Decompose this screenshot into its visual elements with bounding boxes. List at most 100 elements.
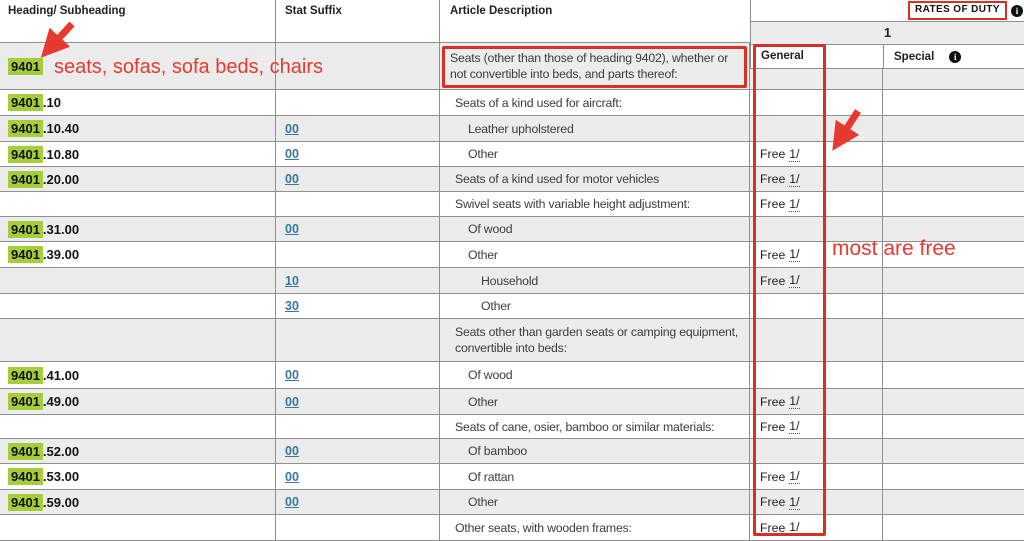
footnote-link[interactable]: 1/: [789, 469, 800, 484]
stat-suffix-link[interactable]: 00: [285, 469, 299, 484]
description-cell: Other: [440, 242, 750, 267]
description-text: Other: [468, 495, 498, 509]
special-rate-cell: [883, 362, 1024, 388]
description-text: Leather upholstered: [468, 121, 574, 136]
heading-highlight: 9401: [8, 94, 43, 111]
special-rate-cell: [883, 192, 1024, 216]
general-rate-cell: Free 1/: [750, 167, 883, 191]
general-rate-cell: Free 1/: [750, 515, 883, 540]
heading-cell: 9401.20.00: [0, 167, 276, 191]
special-rate-cell: [883, 90, 1024, 115]
general-rate-value: Free: [760, 247, 786, 262]
stat-suffix-link[interactable]: 00: [285, 444, 299, 458]
heading-cell: [0, 319, 276, 361]
heading-cell: 9401.39.00: [0, 242, 276, 267]
table-row: 9401.52.00 00 Of bamboo: [0, 439, 1024, 464]
general-rate-cell: Free 1/: [750, 389, 883, 414]
special-rate-cell: [883, 142, 1024, 166]
rates-of-duty-title: RATES OF DUTY: [907, 1, 1007, 20]
stat-suffix-link[interactable]: 10: [285, 273, 299, 288]
stat-suffix-cell: 00: [276, 167, 440, 191]
description-text: Other: [468, 147, 498, 161]
general-rate-cell: [750, 217, 883, 241]
table-row: Swivel seats with variable height adjust…: [0, 192, 1024, 217]
heading-number: .10.80: [42, 146, 80, 162]
description-text: Other: [468, 247, 498, 262]
description-text: Of bamboo: [468, 444, 528, 458]
stat-suffix-link[interactable]: 30: [285, 299, 299, 313]
special-rate-cell: [883, 439, 1024, 463]
heading-highlight: 9401: [8, 493, 43, 511]
description-text: Seats of cane, osier, bamboo or similar …: [455, 419, 715, 434]
heading-highlight: 9401: [8, 246, 43, 263]
special-rate-cell: [883, 294, 1024, 318]
description-text: Other: [481, 299, 511, 313]
table-row: 9401.41.00 00 Of wood: [0, 362, 1024, 389]
heading-highlight: 9401: [8, 220, 43, 238]
article-description-column-header: Article Description: [450, 5, 553, 17]
stat-suffix-link[interactable]: 00: [285, 147, 299, 161]
general-rate-cell: [750, 319, 883, 361]
description-text: Swivel seats with variable height adjust…: [455, 197, 691, 211]
heading-number: .52.00: [42, 443, 80, 459]
stat-suffix-cell: [276, 192, 440, 216]
heading-highlight: 9401: [8, 366, 43, 384]
stat-suffix-link[interactable]: 00: [285, 495, 299, 509]
info-icon[interactable]: [949, 50, 962, 63]
heading-highlight: 9401: [8, 170, 43, 188]
heading-cell: 9401.10.40: [0, 116, 276, 141]
heading-cell: [0, 515, 276, 540]
heading-cell: 9401.41.00: [0, 362, 276, 388]
footnote-link[interactable]: 1/: [789, 146, 800, 162]
footnote-link[interactable]: 1/: [789, 196, 800, 212]
special-rate-cell: [883, 217, 1024, 241]
description-text: Household: [481, 273, 538, 288]
footnote-link[interactable]: 1/: [789, 247, 800, 262]
general-rate-cell: [750, 294, 883, 318]
footnote-link[interactable]: 1/: [789, 419, 800, 434]
description-cell: Leather upholstered: [440, 116, 750, 141]
stat-suffix-link[interactable]: 00: [285, 222, 299, 236]
general-rate-value: Free: [760, 147, 786, 161]
stat-suffix-link[interactable]: 00: [285, 368, 299, 382]
heading-number: .20.00: [42, 171, 80, 187]
rates-of-duty-header: RATES OF DUTY 1 General Special: [750, 0, 1024, 69]
description-cell: Seats of a kind used for aircraft:: [440, 90, 750, 115]
general-rate-cell: Free 1/: [750, 268, 883, 293]
stat-suffix-cell: 30: [276, 294, 440, 318]
general-column-header: General: [751, 45, 884, 68]
general-rate-cell: [750, 362, 883, 388]
stat-suffix-link[interactable]: 00: [285, 394, 299, 409]
description-text: Other: [468, 394, 498, 409]
general-rate-value: Free: [760, 495, 786, 509]
stat-suffix-cell: 10: [276, 268, 440, 293]
general-rate-cell: [750, 439, 883, 463]
heading-number: .10.40: [42, 121, 80, 136]
stat-suffix-link[interactable]: 00: [285, 172, 299, 186]
description-cell: Other: [440, 490, 750, 514]
table-row: 9401.59.00 00 Other Free 1/: [0, 490, 1024, 515]
table-row: Seats of cane, osier, bamboo or similar …: [0, 415, 1024, 439]
general-rate-cell: Free 1/: [750, 490, 883, 514]
description-cell: Other: [440, 142, 750, 166]
footnote-link[interactable]: 1/: [789, 171, 800, 187]
heading-cell: [0, 192, 276, 216]
stat-suffix-link[interactable]: 00: [285, 121, 299, 136]
footnote-link[interactable]: 1/: [789, 394, 800, 409]
heading-number: .49.00: [42, 394, 80, 409]
footnote-link[interactable]: 1/: [789, 494, 800, 510]
general-special-header-row: General Special: [751, 45, 1024, 69]
description-text: Seats (other than those of heading 9402)…: [450, 51, 729, 81]
heading-number: .39.00: [42, 247, 80, 262]
info-icon[interactable]: [1011, 4, 1023, 17]
special-rate-cell: [883, 167, 1024, 191]
footnote-link[interactable]: 1/: [789, 273, 800, 288]
duty-column-number: 1: [751, 22, 1024, 45]
description-cell: Swivel seats with variable height adjust…: [440, 192, 750, 216]
footnote-link[interactable]: 1/: [789, 520, 800, 535]
description-cell: Other: [440, 389, 750, 414]
heading-highlight: 9401: [8, 57, 43, 75]
heading-cell: 9401.10: [0, 90, 276, 115]
stat-suffix-cell: 00: [276, 217, 440, 241]
description-text: Seats of a kind used for aircraft:: [455, 95, 622, 110]
